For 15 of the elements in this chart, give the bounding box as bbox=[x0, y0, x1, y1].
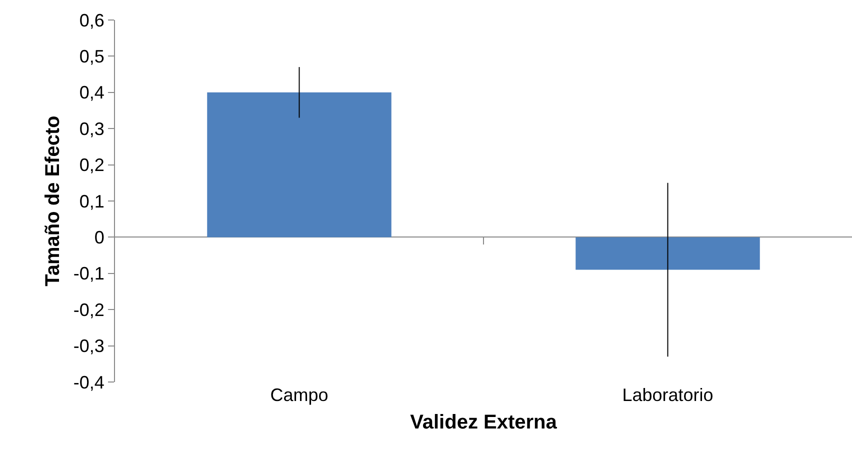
y-tick-label: 0,4 bbox=[79, 82, 104, 103]
y-tick-label: 0 bbox=[94, 228, 104, 248]
y-tick-label: -0,3 bbox=[73, 336, 104, 356]
y-tick-label: 0,1 bbox=[79, 191, 104, 212]
y-tick-label: -0,2 bbox=[73, 300, 104, 320]
x-axis-title: Validez Externa bbox=[410, 412, 558, 434]
y-tick-label: 0,5 bbox=[79, 46, 104, 66]
x-tick-label: Laboratorio bbox=[622, 385, 714, 405]
y-tick-label: 0,6 bbox=[79, 10, 104, 30]
x-tick-label: Campo bbox=[270, 385, 328, 405]
y-tick-label: -0,1 bbox=[73, 264, 104, 284]
y-tick-label: 0,2 bbox=[79, 155, 104, 176]
y-axis-title: Tamaño de Efecto bbox=[42, 116, 64, 286]
y-tick-label: -0,4 bbox=[73, 372, 104, 392]
y-tick-label: 0,3 bbox=[79, 118, 104, 139]
